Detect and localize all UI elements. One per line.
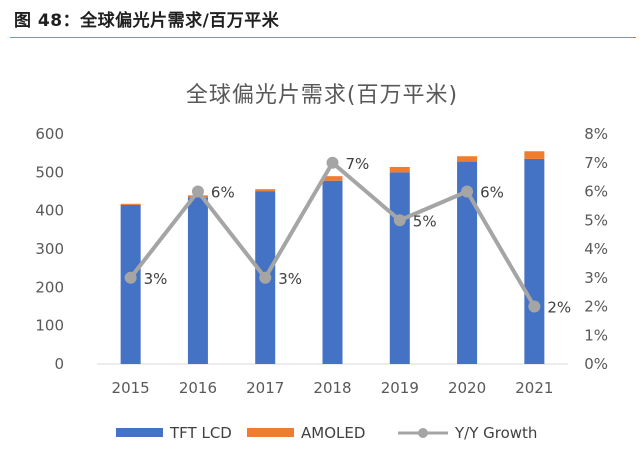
y-right-tick-label: 8%: [584, 125, 608, 143]
bar-tft-lcd: [524, 158, 545, 364]
bar-amoled: [389, 166, 410, 173]
y-left-tick-label: 600: [35, 125, 64, 143]
growth-data-label: 6%: [211, 184, 235, 202]
y-left-tick-label: 500: [35, 163, 64, 181]
legend-swatch-tft-lcd: [116, 428, 163, 437]
growth-data-label: 7%: [346, 155, 370, 173]
y-right-tick-label: 7%: [584, 154, 608, 172]
y-right-tick-label: 3%: [584, 269, 608, 287]
right-axis: 0% 1% 2% 3% 4% 5% 6% 7% 8%: [584, 125, 608, 373]
growth-line-group: 3% 6% 3% 7% 5% 6% 2%: [124, 155, 571, 317]
legend-label-amoled: AMOLED: [301, 424, 365, 442]
y-left-tick-label: 200: [35, 278, 64, 296]
legend-swatch-amoled: [247, 428, 294, 437]
x-tick-label: 2020: [448, 379, 486, 397]
bar-amoled: [457, 156, 478, 162]
growth-data-label: 3%: [144, 270, 168, 288]
bar-tft-lcd: [187, 197, 208, 364]
bar-tft-lcd: [457, 161, 478, 364]
y-right-tick-label: 0%: [584, 355, 608, 373]
growth-marker: [259, 271, 272, 284]
x-tick-label: 2015: [112, 379, 150, 397]
legend-swatch-growth-marker: [418, 428, 428, 438]
y-left-tick-label: 300: [35, 240, 64, 258]
x-tick-label: 2016: [179, 379, 217, 397]
y-right-tick-label: 2%: [584, 298, 608, 316]
y-right-tick-label: 5%: [584, 211, 608, 229]
polarizer-demand-chart: 全球偏光片需求(百万平米) 0 100 200 300 400 500 600 0% 1% 2%…: [35, 83, 608, 442]
x-tick-label: 2019: [381, 379, 419, 397]
header-divider: [10, 37, 636, 38]
growth-data-label: 3%: [278, 270, 302, 288]
x-tick-label: 2017: [246, 379, 284, 397]
y-left-tick-label: 100: [35, 317, 64, 335]
growth-marker: [326, 156, 339, 169]
bar-tft-lcd: [120, 204, 141, 364]
legend: TFT LCD AMOLED Y/Y Growth: [116, 424, 537, 442]
bar-tft-lcd: [389, 172, 410, 364]
left-axis: 0 100 200 300 400 500 600: [35, 125, 64, 373]
figure-title: 图 48：全球偏光片需求/百万平米: [14, 11, 280, 31]
bar-amoled: [524, 151, 545, 159]
y-left-tick-label: 0: [54, 355, 64, 373]
bar-amoled: [120, 203, 141, 205]
growth-data-label: 2%: [547, 299, 571, 317]
growth-data-label: 6%: [480, 184, 504, 202]
growth-marker: [393, 214, 406, 227]
figure-header: 图 48：全球偏光片需求/百万平米: [0, 0, 640, 40]
y-left-tick-label: 400: [35, 202, 64, 220]
growth-marker: [528, 300, 541, 313]
chart-title: 全球偏光片需求(百万平米): [186, 83, 458, 108]
bar-tft-lcd: [322, 180, 343, 364]
x-tick-label: 2018: [313, 379, 351, 397]
growth-data-label: 5%: [413, 212, 437, 230]
bar-amoled: [255, 189, 276, 192]
growth-marker: [461, 185, 474, 198]
legend-label-growth: Y/Y Growth: [454, 424, 537, 442]
growth-marker: [191, 185, 204, 198]
x-axis-labels: 2015 2016 2017 2018 2019 2020 2021: [112, 379, 554, 397]
x-tick-label: 2021: [515, 379, 553, 397]
y-right-tick-label: 4%: [584, 240, 608, 258]
bar-amoled: [322, 176, 343, 181]
y-right-tick-label: 6%: [584, 183, 608, 201]
growth-marker: [124, 271, 137, 284]
y-right-tick-label: 1%: [584, 326, 608, 344]
legend-label-tft-lcd: TFT LCD: [169, 424, 232, 442]
